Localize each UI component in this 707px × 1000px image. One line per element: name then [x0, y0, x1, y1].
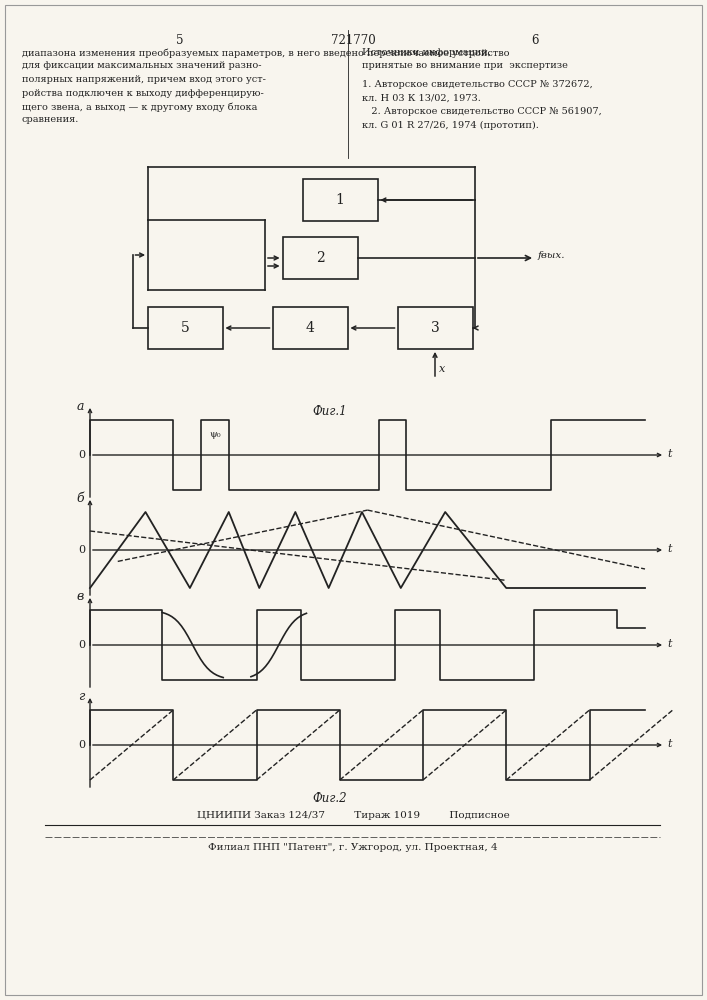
Text: кл. G 01 R 27/26, 1974 (прототип).: кл. G 01 R 27/26, 1974 (прототип).: [362, 120, 539, 130]
Text: 5: 5: [180, 321, 189, 335]
Bar: [272, 307, 348, 349]
Text: 2. Авторское свидетельство СССР № 561907,: 2. Авторское свидетельство СССР № 561907…: [362, 107, 602, 116]
Text: 0: 0: [78, 740, 85, 750]
Text: 5: 5: [176, 34, 184, 47]
Text: ψ₀: ψ₀: [209, 430, 221, 439]
Bar: [397, 307, 472, 349]
Text: x: x: [439, 364, 445, 374]
Text: Фиг.2: Фиг.2: [312, 792, 347, 805]
Text: 3: 3: [431, 321, 439, 335]
Text: t: t: [667, 449, 672, 459]
Text: 6: 6: [531, 34, 539, 47]
Text: кл. Н 03 К 13/02, 1973.: кл. Н 03 К 13/02, 1973.: [362, 94, 481, 103]
Text: 4: 4: [305, 321, 315, 335]
Text: 2: 2: [315, 251, 325, 265]
Text: t: t: [667, 639, 672, 649]
Bar: [303, 179, 378, 221]
Text: 0: 0: [78, 450, 85, 460]
Text: принятые во внимание при  экспертизе: принятые во внимание при экспертизе: [362, 62, 568, 70]
Text: ЦНИИПИ Заказ 124/37         Тираж 1019         Подписное: ЦНИИПИ Заказ 124/37 Тираж 1019 Подписное: [197, 810, 509, 820]
Text: 0: 0: [78, 545, 85, 555]
Text: 721770: 721770: [331, 34, 375, 47]
Text: в: в: [77, 589, 84, 602]
Text: 1. Авторское свидетельство СССР № 372672,: 1. Авторское свидетельство СССР № 372672…: [362, 80, 592, 89]
Text: а: а: [76, 399, 84, 412]
Text: t: t: [667, 739, 672, 749]
Bar: [148, 307, 223, 349]
Text: Источники информации,: Источники информации,: [362, 48, 491, 57]
Text: диапазона изменения преобразуемых параметров, в него введено переключаемое устро: диапазона изменения преобразуемых параме…: [22, 48, 510, 57]
Text: для фиксации максимальных значений разно-: для фиксации максимальных значений разно…: [22, 62, 262, 70]
Text: 1: 1: [336, 193, 344, 207]
Text: г: г: [78, 690, 84, 702]
Text: fвых.: fвых.: [538, 250, 566, 259]
Text: полярных напряжений, причем вход этого уст-: полярных напряжений, причем вход этого у…: [22, 75, 266, 84]
Text: б: б: [76, 491, 84, 504]
Text: t: t: [667, 544, 672, 554]
Text: сравнения.: сравнения.: [22, 115, 79, 124]
Text: Филиал ПНП "Патент", г. Ужгород, ул. Проектная, 4: Филиал ПНП "Патент", г. Ужгород, ул. Про…: [208, 844, 498, 852]
Text: 0: 0: [78, 640, 85, 650]
Text: ройства подключен к выходу дифференцирую-: ройства подключен к выходу дифференцирую…: [22, 89, 264, 98]
Text: Фиг.1: Фиг.1: [312, 405, 347, 418]
Text: щего звена, а выход — к другому входу блока: щего звена, а выход — к другому входу бл…: [22, 102, 257, 111]
Bar: [283, 237, 358, 279]
